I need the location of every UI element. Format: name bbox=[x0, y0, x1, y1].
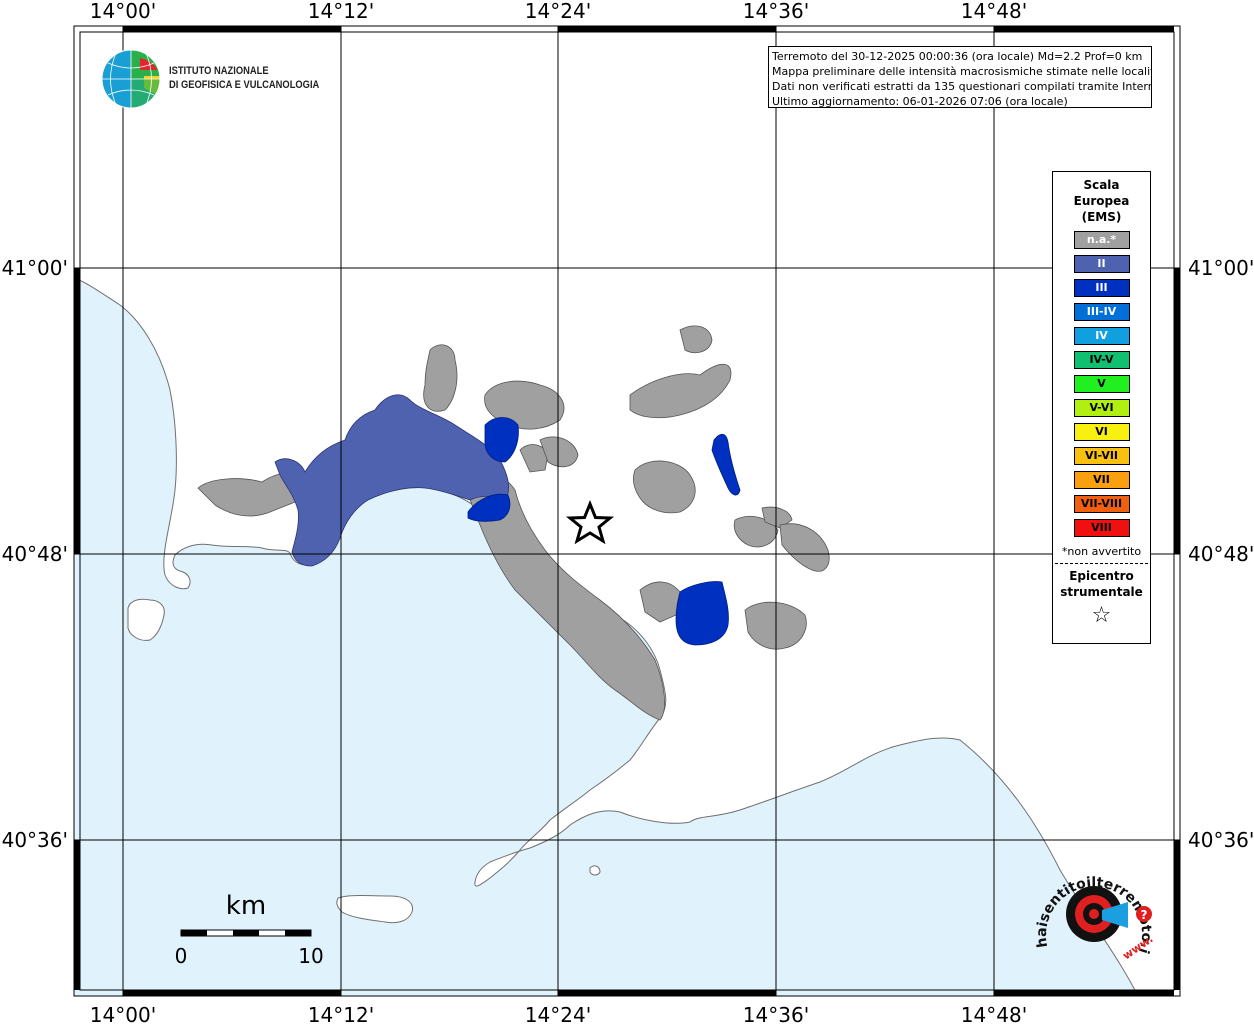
legend-swatch: n.a.* bbox=[1073, 231, 1130, 249]
ingv-logo bbox=[100, 48, 330, 110]
lat-label: 40°48' bbox=[2, 542, 68, 566]
municipalities-ems-iii bbox=[467, 417, 741, 646]
legend-swatch: III bbox=[1073, 279, 1130, 297]
island-ischia bbox=[127, 598, 165, 641]
legend-swatch: III-IV bbox=[1073, 303, 1130, 321]
longitude-labels-bottom: 14°00' 14°12' 14°24' 14°36' 14°48' bbox=[90, 1003, 1027, 1024]
epicenter-star-icon bbox=[565, 500, 615, 545]
lat-label: 40°36' bbox=[2, 828, 68, 852]
legend-swatch: II bbox=[1073, 255, 1130, 273]
event-info-line: Ultimo aggiornamento: 06-01-2026 07:06 (… bbox=[772, 95, 1068, 108]
legend-swatch: V-VI bbox=[1073, 399, 1130, 417]
legend-epicenter-line: Epicentro bbox=[1069, 569, 1134, 583]
latitude-labels-right: 41°00' 40°48' 40°36' bbox=[1188, 256, 1254, 852]
ingv-name: ISTITUTO NAZIONALE DI GEOFISICA E VULCAN… bbox=[169, 64, 319, 92]
latitude-labels-left: 41°00' 40°48' 40°36' bbox=[2, 256, 68, 852]
ingv-name-line2: DI GEOFISICA E VULCANOLOGIA bbox=[169, 79, 320, 91]
legend-swatch: IV bbox=[1073, 327, 1130, 345]
legend-items: n.a.* II III III-IV IV IV-V V V-VI VI VI-VII VII VI… bbox=[1053, 231, 1150, 537]
legend-title: Scala Europea (EMS) bbox=[1053, 177, 1150, 225]
legend-swatch: VII-VIII bbox=[1073, 495, 1130, 513]
lat-label: 41°00' bbox=[2, 256, 68, 280]
lat-label: 41°00' bbox=[1188, 256, 1254, 280]
legend-title-line: Scala bbox=[1083, 178, 1120, 192]
ems-legend: Scala Europea (EMS) n.a.* II III III-IV IV IV… bbox=[1052, 171, 1151, 644]
legend-swatch: IV-V bbox=[1073, 351, 1130, 369]
legend-epicenter-label: Epicentro strumentale bbox=[1053, 568, 1150, 600]
legend-swatch: VII bbox=[1073, 471, 1130, 489]
ingv-name-line1: ISTITUTO NAZIONALE bbox=[169, 65, 269, 77]
legend-title-line: (EMS) bbox=[1081, 210, 1122, 224]
map-frame bbox=[73, 25, 1181, 997]
globe-icon bbox=[101, 49, 161, 109]
lon-label: 14°48' bbox=[961, 1003, 1027, 1024]
longitude-labels-top: 14°00' 14°12' 14°24' 14°36' 14°48' bbox=[90, 0, 1027, 23]
event-info-box: Terremoto del 30-12-2025 00:00:36 (ora l… bbox=[768, 46, 1152, 108]
legend-na-note: *non avvertito bbox=[1061, 545, 1142, 558]
legend-divider bbox=[1055, 563, 1148, 564]
scale-start: 0 bbox=[175, 944, 188, 968]
lon-label: 14°12' bbox=[308, 0, 374, 23]
legend-swatch: VI-VII bbox=[1073, 447, 1130, 465]
lat-label: 40°48' bbox=[1188, 542, 1254, 566]
event-info-line: Dati non verificati estratti da 135 ques… bbox=[772, 80, 1152, 93]
haisentito-logo: haisentitoilterremoto.it ? www. bbox=[1030, 862, 1156, 962]
scale-end: 10 bbox=[298, 944, 323, 968]
lon-label: 14°24' bbox=[525, 1003, 591, 1024]
graticule bbox=[74, 26, 1180, 996]
legend-star-icon: ☆ bbox=[1091, 603, 1112, 628]
event-info-line: Mappa preliminare delle intensità macros… bbox=[772, 65, 1152, 78]
legend-title-line: Europea bbox=[1073, 194, 1130, 208]
svg-text:?: ? bbox=[1141, 908, 1148, 922]
event-info-line: Terremoto del 30-12-2025 00:00:36 (ora l… bbox=[772, 50, 1143, 63]
lon-label: 14°00' bbox=[90, 0, 156, 23]
legend-swatch: V bbox=[1073, 375, 1130, 393]
lon-label: 14°12' bbox=[308, 1003, 374, 1024]
legend-swatch: VI bbox=[1073, 423, 1130, 441]
legend-epicenter-line: strumentale bbox=[1060, 585, 1143, 599]
lon-label: 14°48' bbox=[961, 0, 1027, 23]
megaphone-icon bbox=[1102, 902, 1128, 928]
lon-label: 14°36' bbox=[743, 1003, 809, 1024]
municipality-ems-ii bbox=[274, 394, 510, 567]
legend-swatch: VIII bbox=[1073, 519, 1130, 537]
lon-label: 14°00' bbox=[90, 1003, 156, 1024]
lon-label: 14°36' bbox=[743, 0, 809, 23]
islet bbox=[589, 865, 601, 876]
lat-label: 40°36' bbox=[1188, 828, 1254, 852]
scale-unit: km bbox=[226, 891, 266, 921]
municipalities-not-available bbox=[197, 325, 830, 721]
lon-label: 14°24' bbox=[525, 0, 591, 23]
scale-bar: km 0 10 bbox=[175, 891, 324, 968]
